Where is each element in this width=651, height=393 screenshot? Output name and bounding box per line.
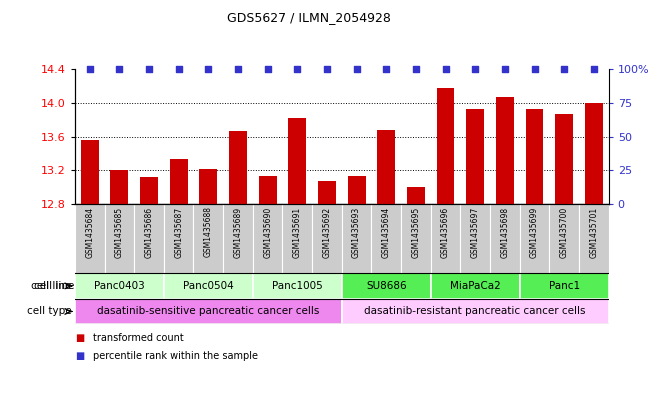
Point — [203, 66, 214, 72]
Bar — [579, 204, 609, 273]
Bar — [466, 108, 484, 204]
Bar — [283, 204, 312, 273]
Bar — [407, 187, 425, 204]
Point — [559, 66, 570, 72]
Text: percentile rank within the sample: percentile rank within the sample — [93, 351, 258, 361]
Bar — [460, 204, 490, 273]
Bar — [253, 273, 342, 299]
Text: cell line: cell line — [34, 281, 74, 291]
Text: GSM1435697: GSM1435697 — [471, 206, 480, 258]
Point — [529, 66, 540, 72]
Text: cell type: cell type — [27, 307, 72, 316]
Bar — [258, 176, 277, 204]
Bar — [111, 171, 128, 204]
Point — [500, 66, 510, 72]
Bar — [401, 204, 431, 273]
Text: GSM1435693: GSM1435693 — [352, 206, 361, 258]
Point — [233, 66, 243, 72]
Point — [173, 66, 184, 72]
Point — [292, 66, 303, 72]
Text: GSM1435698: GSM1435698 — [501, 206, 509, 257]
Text: dasatinib-sensitive pancreatic cancer cells: dasatinib-sensitive pancreatic cancer ce… — [97, 307, 320, 316]
Bar — [312, 204, 342, 273]
Bar — [253, 204, 283, 273]
Bar — [519, 204, 549, 273]
Text: GSM1435692: GSM1435692 — [322, 206, 331, 257]
Point — [322, 66, 332, 72]
Bar — [585, 103, 603, 204]
Bar — [193, 204, 223, 273]
Text: GSM1435691: GSM1435691 — [293, 206, 302, 257]
Bar — [342, 273, 431, 299]
Bar — [555, 114, 573, 204]
Bar — [223, 204, 253, 273]
Text: GSM1435694: GSM1435694 — [381, 206, 391, 258]
Bar — [437, 88, 454, 204]
Bar — [75, 299, 342, 324]
Text: GSM1435696: GSM1435696 — [441, 206, 450, 258]
Text: GSM1435688: GSM1435688 — [204, 206, 213, 257]
Point — [114, 66, 124, 72]
Text: GSM1435701: GSM1435701 — [589, 206, 598, 257]
Bar — [134, 204, 164, 273]
Text: Panc1: Panc1 — [549, 281, 580, 291]
Text: Panc0504: Panc0504 — [183, 281, 234, 291]
Bar — [229, 132, 247, 204]
Bar — [75, 273, 164, 299]
Bar — [490, 204, 519, 273]
Text: cell line: cell line — [31, 281, 72, 291]
Bar — [348, 176, 365, 204]
Bar — [378, 130, 395, 204]
Text: ■: ■ — [75, 333, 84, 343]
Bar — [105, 204, 134, 273]
Bar — [140, 177, 158, 204]
Text: Panc0403: Panc0403 — [94, 281, 145, 291]
Bar — [372, 204, 401, 273]
Point — [589, 66, 599, 72]
Text: GSM1435686: GSM1435686 — [145, 206, 154, 257]
Text: ■: ■ — [75, 351, 84, 361]
Text: GSM1435689: GSM1435689 — [234, 206, 242, 257]
Point — [411, 66, 421, 72]
Bar — [342, 299, 609, 324]
Bar — [431, 204, 460, 273]
Text: GSM1435699: GSM1435699 — [530, 206, 539, 258]
Bar — [342, 204, 372, 273]
Bar — [164, 204, 193, 273]
Bar — [75, 204, 105, 273]
Bar — [164, 273, 253, 299]
Text: dasatinib-resistant pancreatic cancer cells: dasatinib-resistant pancreatic cancer ce… — [365, 307, 586, 316]
Text: MiaPaCa2: MiaPaCa2 — [450, 281, 501, 291]
Text: GSM1435695: GSM1435695 — [411, 206, 421, 258]
Bar — [525, 108, 544, 204]
Text: SU8686: SU8686 — [366, 281, 407, 291]
Point — [381, 66, 391, 72]
Text: GSM1435690: GSM1435690 — [263, 206, 272, 258]
Bar — [496, 97, 514, 204]
Point — [440, 66, 450, 72]
Text: GSM1435684: GSM1435684 — [85, 206, 94, 257]
Bar — [519, 273, 609, 299]
Bar — [288, 118, 306, 204]
Text: transformed count: transformed count — [93, 333, 184, 343]
Point — [352, 66, 362, 72]
Bar — [549, 204, 579, 273]
Text: GSM1435687: GSM1435687 — [174, 206, 183, 257]
Point — [85, 66, 95, 72]
Bar — [170, 160, 187, 204]
Bar — [199, 169, 217, 204]
Point — [144, 66, 154, 72]
Text: GDS5627 / ILMN_2054928: GDS5627 / ILMN_2054928 — [227, 11, 391, 24]
Point — [262, 66, 273, 72]
Bar — [318, 181, 336, 204]
Text: GSM1435685: GSM1435685 — [115, 206, 124, 257]
Bar — [81, 140, 98, 204]
Point — [470, 66, 480, 72]
Text: Panc1005: Panc1005 — [272, 281, 323, 291]
Bar — [431, 273, 519, 299]
Text: GSM1435700: GSM1435700 — [560, 206, 569, 258]
